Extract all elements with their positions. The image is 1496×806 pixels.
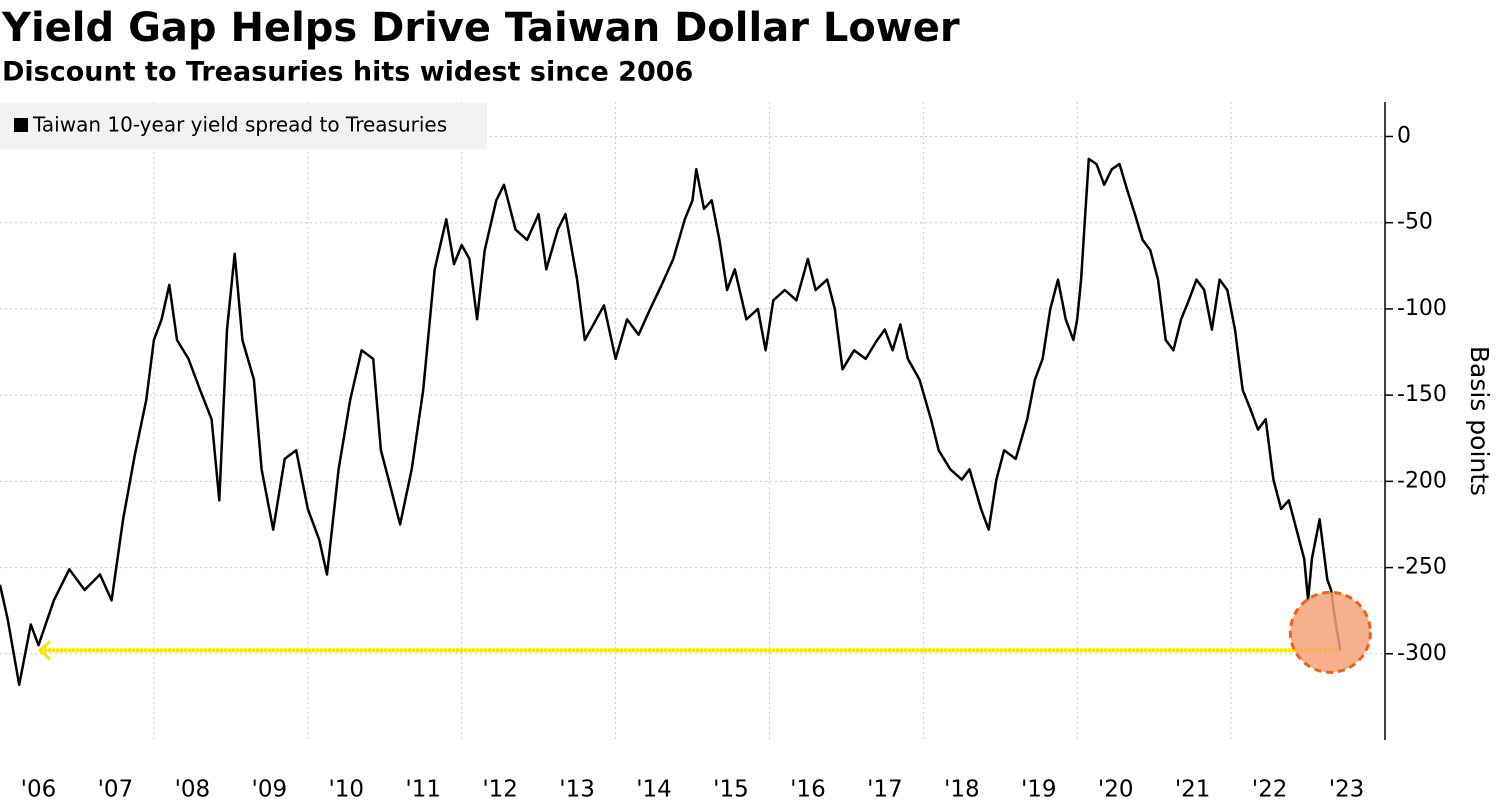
y-tick-label: -150 [1397,382,1447,407]
x-tick-label: '11 [405,777,441,803]
y-tick-label: -100 [1397,296,1447,321]
highlight-circle [1288,590,1372,674]
y-tick-label: -50 [1397,210,1433,235]
line-series [0,157,1342,687]
x-tick-label: '12 [482,777,518,803]
x-tick-label: '15 [713,777,749,803]
legend-label: Taiwan 10-year yield spread to Treasurie… [32,113,447,137]
legend-swatch [14,118,28,132]
y-axis-label: Basis points [1465,346,1494,496]
legend-box [0,103,487,149]
legend: Taiwan 10-year yield spread to Treasurie… [0,103,487,149]
x-tick-label: '13 [559,777,595,803]
y-tick-label: 0 [1397,123,1411,148]
x-tick-label: '08 [175,777,211,803]
x-tick-label: '17 [867,777,903,803]
x-tick-label: '23 [1329,777,1365,803]
x-tick-label: '16 [790,777,826,803]
reference-arrow [37,640,52,661]
y-tick-label: -250 [1397,555,1447,580]
x-tick-label: '14 [636,777,672,803]
y-tick-label: -200 [1397,468,1447,493]
x-tick-label: '06 [21,777,57,803]
x-tick-label: '09 [252,777,288,803]
x-tick-label: '10 [328,777,364,803]
chart-title: Yield Gap Helps Drive Taiwan Dollar Lowe… [1,5,960,51]
x-tick-label: '20 [1098,777,1134,803]
x-tick-label: '21 [1175,777,1211,803]
x-tick-label: '07 [98,777,134,803]
x-tick-label: '18 [944,777,980,803]
y-tick-label: -300 [1397,641,1447,666]
x-tick-label: '19 [1021,777,1057,803]
chart-subtitle: Discount to Treasuries hits widest since… [2,57,693,88]
x-tick-label: '22 [1252,777,1288,803]
